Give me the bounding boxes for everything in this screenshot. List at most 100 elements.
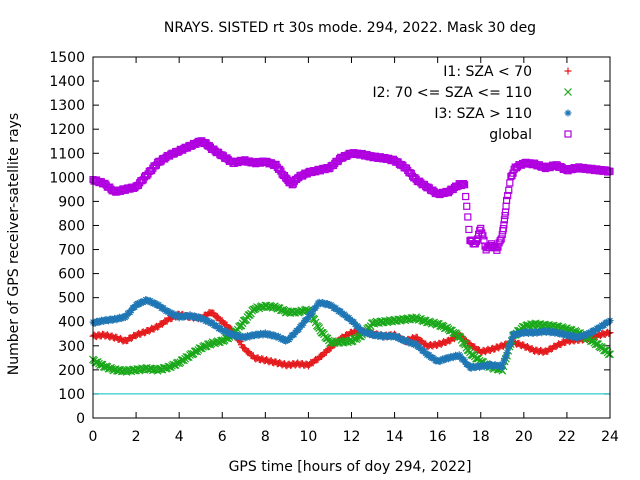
data-point	[505, 186, 513, 194]
data-point	[497, 235, 505, 243]
legend-marker	[564, 130, 572, 138]
x-tick-label: 20	[515, 429, 533, 445]
y-tick-label: 400	[58, 315, 85, 331]
data-point	[123, 312, 131, 320]
data-point	[209, 319, 217, 327]
chart-title: NRAYS. SISTED rt 30s mode. 294, 2022. Ma…	[164, 20, 536, 36]
data-point	[507, 339, 515, 347]
data-point	[604, 168, 612, 176]
legend-item: I1: SZA < 70	[443, 64, 572, 80]
legend-marker	[564, 88, 572, 96]
x-tick-label: 4	[175, 429, 184, 445]
data-point	[499, 358, 507, 366]
y-tick-label: 300	[58, 339, 85, 355]
data-point	[503, 196, 511, 205]
legend: I1: SZA < 70 I2: 70 <= SZA <= 110 I3: SZA …	[372, 64, 572, 143]
data-point	[318, 353, 326, 361]
data-point	[337, 307, 345, 315]
data-point	[587, 329, 595, 337]
data-point	[498, 363, 506, 371]
x-axis-label: GPS time [hours of doy 294, 2022]	[229, 459, 472, 475]
legend-item: I3: SZA > 110	[434, 106, 572, 122]
data-point	[350, 318, 358, 326]
x-tick-label: 24	[601, 429, 619, 445]
y-tick-label: 1400	[49, 74, 85, 90]
data-point	[131, 303, 139, 311]
legend-label: global	[489, 127, 532, 143]
data-point	[479, 232, 487, 240]
data-point	[500, 216, 509, 224]
legend-marker	[564, 109, 572, 117]
legend-item: global	[489, 127, 572, 143]
data-point	[456, 352, 464, 360]
data-point	[295, 325, 303, 333]
y-tick-label: 100	[58, 387, 85, 403]
data-point	[300, 319, 308, 327]
data-point	[304, 313, 312, 321]
x-tick-label: 18	[472, 429, 490, 445]
y-tick-label: 200	[58, 363, 85, 379]
tick-labels: 0100200300400500600700800900100011001200…	[49, 50, 619, 445]
legend-marker	[564, 67, 572, 75]
data-point	[465, 361, 473, 369]
data-point	[160, 304, 168, 312]
data-point	[505, 341, 513, 349]
x-tick-label: 8	[261, 429, 270, 445]
x-tick-label: 6	[218, 429, 227, 445]
data-point	[245, 348, 253, 356]
data-point	[249, 305, 258, 314]
data-point	[508, 334, 516, 342]
x-tick-label: 10	[300, 429, 318, 445]
data-point	[503, 349, 511, 357]
series-layer	[89, 137, 614, 376]
series-2	[89, 296, 614, 372]
data-point	[421, 347, 429, 355]
data-point	[464, 213, 472, 221]
data-point	[502, 353, 510, 361]
data-point	[495, 239, 503, 247]
legend-label: I3: SZA > 110	[434, 106, 532, 122]
data-point	[355, 323, 363, 331]
data-point	[471, 240, 479, 248]
x-tick-label: 2	[132, 429, 141, 445]
series-3	[89, 137, 614, 254]
x-tick-label: 22	[558, 429, 576, 445]
data-point	[313, 302, 321, 310]
plot-border	[92, 56, 611, 419]
y-tick-label: 1100	[49, 146, 85, 162]
y-tick-label: 600	[58, 267, 85, 283]
axis-ticks	[92, 56, 611, 419]
data-point	[342, 311, 350, 319]
data-point	[126, 308, 134, 316]
legend-label: I2: 70 <= SZA <= 110	[372, 85, 532, 101]
data-point	[461, 358, 469, 366]
y-tick-label: 700	[58, 243, 85, 259]
data-point	[600, 321, 608, 329]
y-tick-label: 1200	[49, 122, 85, 138]
data-point	[460, 181, 469, 189]
y-tick-label: 900	[58, 194, 85, 210]
data-point	[459, 179, 468, 188]
y-tick-label: 0	[76, 411, 85, 427]
data-point	[412, 340, 420, 348]
x-tick-label: 0	[89, 429, 98, 445]
data-point	[504, 344, 512, 352]
legend-label: I1: SZA < 70	[443, 64, 532, 80]
y-tick-label: 1300	[49, 98, 85, 114]
data-point	[605, 329, 613, 337]
data-point	[127, 306, 135, 314]
y-tick-label: 1500	[49, 50, 85, 66]
data-point	[303, 315, 311, 323]
data-point	[499, 225, 507, 233]
data-point	[463, 202, 471, 210]
data-point	[308, 309, 316, 317]
data-point	[462, 192, 470, 201]
data-point	[213, 313, 221, 321]
data-point	[501, 355, 509, 363]
data-point	[290, 331, 298, 339]
data-point	[465, 225, 473, 234]
data-point	[500, 221, 508, 229]
data-point	[604, 350, 613, 359]
